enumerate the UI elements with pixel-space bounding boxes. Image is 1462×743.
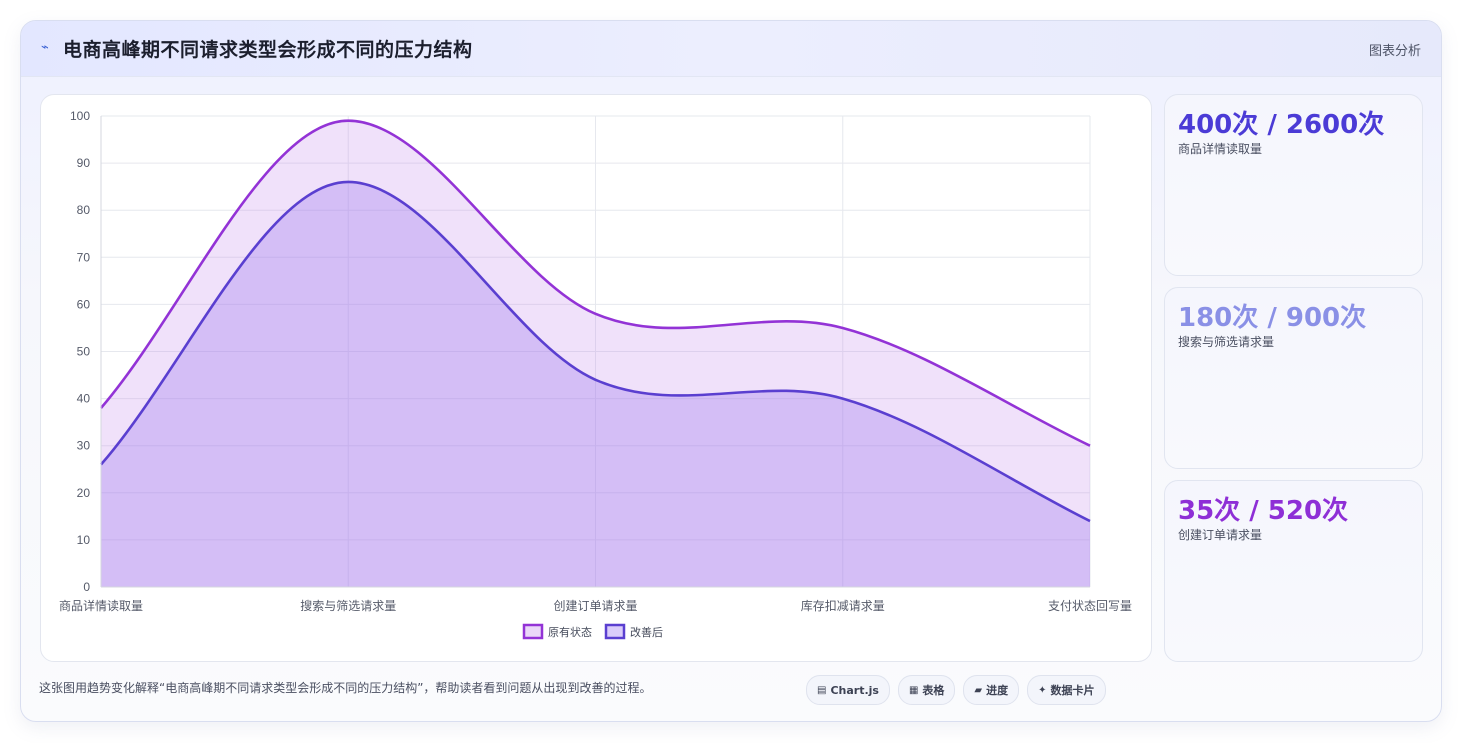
y-tick-label: 80	[77, 203, 91, 217]
legend-swatch	[522, 623, 544, 640]
stat-card-order-requests: 35次 / 520次 创建订单请求量	[1164, 480, 1423, 662]
series-line	[100, 180, 1091, 523]
stat-label: 搜索与筛选请求量	[1178, 335, 1275, 349]
legend-swatch	[604, 623, 626, 640]
stat-label: 商品详情读取量	[1178, 142, 1263, 156]
y-tick-label: 90	[77, 156, 91, 170]
progress-icon: ▰	[974, 684, 983, 696]
chip-table[interactable]: ▦ 表格	[897, 675, 956, 705]
stat-label: 创建订单请求量	[1178, 528, 1263, 542]
y-tick-label: 60	[77, 297, 91, 311]
trend-icon: ⌁	[41, 40, 49, 55]
chip-label: 数据卡片	[1050, 684, 1095, 697]
x-tick-label: 搜索与筛选请求量	[300, 598, 396, 613]
legend-item: 原有状态	[522, 623, 592, 640]
y-tick-label: 20	[77, 486, 91, 500]
chip-chartjs[interactable]: ▤ Chart.js	[806, 675, 890, 705]
y-tick-label: 70	[77, 250, 91, 264]
chart-analysis-link[interactable]: 图表分析	[1368, 44, 1421, 59]
chart-card: ⌁ 电商高峰期不同请求类型会形成不同的压力结构 图表分析 0 10 20 30 40 50…	[20, 20, 1442, 722]
chart-description: 这张图用趋势变化解释“电商高峰期不同请求类型会形成不同的压力结构”，帮助读者看到…	[39, 681, 652, 695]
stat-value: 180次 / 900次	[1178, 303, 1367, 333]
y-tick-label: 0	[83, 580, 90, 594]
stat-value: 400次 / 2600次	[1178, 110, 1385, 140]
series-area	[101, 181, 1090, 587]
x-tick-label: 库存扣减请求量	[801, 598, 885, 613]
legend-label: 改善后	[630, 625, 663, 639]
stat-card-detail-reads: 400次 / 2600次 商品详情读取量	[1164, 94, 1423, 276]
legend-label: 原有状态	[548, 625, 592, 639]
stat-card-search-requests: 180次 / 900次 搜索与筛选请求量	[1164, 287, 1423, 469]
series-area	[101, 120, 1090, 588]
stat-value: 35次 / 520次	[1178, 496, 1349, 526]
sparkle-icon: ✦	[1038, 684, 1047, 696]
area-chart: 0 10 20 30 40 50 60 70 80 90 100 商品详情读取量 搜索与筛选请求量 创建订…	[59, 109, 1132, 640]
x-tick-label: 创建订单请求量	[553, 599, 637, 613]
chip-label: Chart.js	[830, 683, 879, 697]
x-tick-label: 商品详情读取量	[59, 598, 143, 613]
card-header: ⌁ 电商高峰期不同请求类型会形成不同的压力结构 图表分析	[21, 21, 1441, 77]
chip-progress[interactable]: ▰ 进度	[963, 675, 1020, 705]
chip-label: 进度	[986, 684, 1009, 697]
chart-panel: 0 10 20 30 40 50 60 70 80 90 100 商品详情读取量 搜索与筛选请求量 创建订…	[40, 94, 1152, 662]
series-line	[100, 119, 1091, 447]
y-tick-label: 40	[77, 392, 91, 406]
legend-item: 改善后	[604, 623, 663, 640]
chip-label: 表格	[922, 684, 945, 697]
x-tick-label: 支付状态回写量	[1048, 599, 1132, 613]
chip-data-cards[interactable]: ✦ 数据卡片	[1027, 675, 1106, 705]
page-title: 电商高峰期不同请求类型会形成不同的压力结构	[63, 39, 473, 61]
table-icon: ▦	[908, 684, 919, 696]
chart-icon: ▤	[817, 684, 827, 696]
y-tick-label: 50	[77, 345, 91, 359]
y-tick-label: 30	[77, 439, 91, 453]
y-tick-label: 100	[70, 109, 90, 123]
feature-chips: ▤ Chart.js ▦ 表格 ▰ 进度 ✦ 数据卡片	[806, 675, 1106, 705]
y-tick-label: 10	[77, 533, 91, 547]
